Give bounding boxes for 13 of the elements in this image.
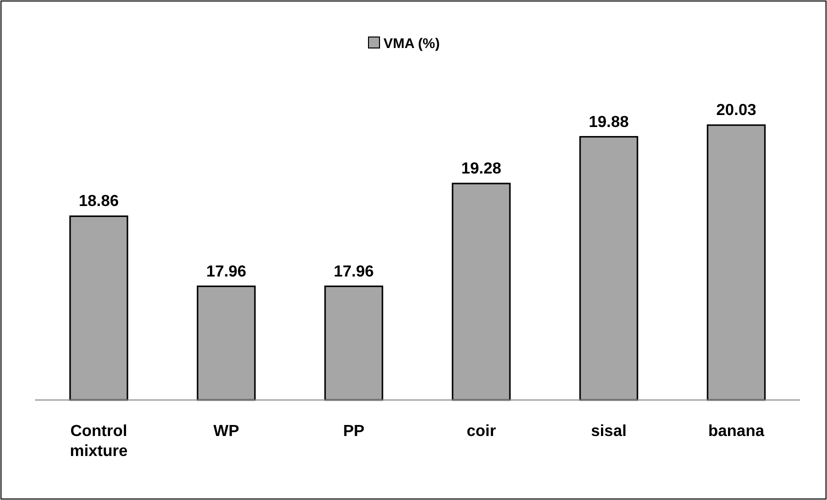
x-tick-label: WP (213, 423, 240, 440)
data-label: 17.96 (206, 263, 246, 280)
data-label: 19.88 (588, 114, 629, 131)
x-tick-label: coir (466, 423, 496, 440)
x-tick-label: PP (343, 423, 365, 440)
data-label: 20.03 (716, 102, 756, 120)
x-tick-label: banana (708, 423, 764, 440)
data-label: 18.86 (78, 193, 119, 210)
data-label: 19.28 (461, 160, 502, 178)
data-label: 17.96 (334, 263, 374, 280)
x-tick-label: sisal (590, 423, 627, 440)
x-tick-label: Control mixture (70, 423, 128, 460)
legend-label: VMA (%) (384, 35, 440, 51)
